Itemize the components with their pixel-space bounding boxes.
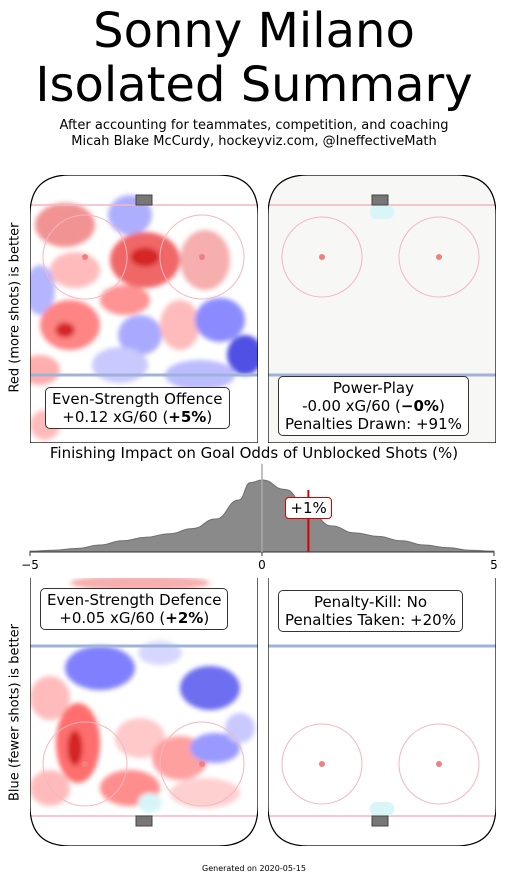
ev-defence-label: Even-Strength Defence +0.05 xG/60 (+2%) — [40, 588, 229, 630]
finishing-chart: −5 0 5 — [21, 464, 498, 572]
subtitle-line1: After accounting for teammates, competit… — [59, 118, 449, 133]
power-play-panel: Power-Play -0.00 xG/60 (−0%) Penalties D… — [267, 174, 497, 444]
ev-offence-label: Even-Strength Offence +0.12 xG/60 (+5%) — [45, 387, 230, 429]
ev-defence-panel: Even-Strength Defence +0.05 xG/60 (+2%) — [29, 578, 259, 847]
x-tick-label: 0 — [258, 558, 266, 572]
page-title-line2: Isolated Summary — [35, 57, 473, 113]
x-tick-label: −5 — [21, 558, 39, 572]
ev-offence-heatmap — [29, 174, 259, 444]
ev-offence-line1: Even-Strength Offence — [52, 390, 223, 408]
power-play-label: Power-Play -0.00 xG/60 (−0%) Penalties D… — [278, 376, 469, 436]
ev-defence-line1: Even-Strength Defence — [47, 591, 222, 609]
power-play-line1: Power-Play — [332, 379, 414, 397]
y-axis-label-bottom: Blue (fewer shots) is better — [7, 624, 23, 801]
ev-defence-line2: +0.05 xG/60 (+2%) — [59, 609, 210, 627]
penalty-kill-panel: Penalty-Kill: No Penalties Taken: +20% — [267, 578, 497, 847]
ev-offence-panel: Even-Strength Offence +0.12 xG/60 (+5%) — [29, 174, 259, 444]
page-title-line1: Sonny Milano — [93, 3, 415, 59]
power-play-line3: Penalties Drawn: +91% — [285, 415, 462, 433]
finishing-marker-label: +1% — [285, 497, 332, 519]
x-tick-label: 5 — [490, 558, 498, 572]
penalty-kill-label: Penalty-Kill: No Penalties Taken: +20% — [278, 590, 463, 632]
ev-offence-line2: +0.12 xG/60 (+5%) — [62, 408, 213, 426]
footer-generated: Generated on 2020-05-15 — [202, 864, 306, 873]
penalty-kill-line1: Penalty-Kill: No — [313, 593, 428, 611]
subtitle-line2: Micah Blake McCurdy, hockeyviz.com, @Ine… — [71, 134, 437, 149]
penalty-kill-line2: Penalties Taken: +20% — [285, 611, 456, 629]
y-axis-label-top: Red (more shots) is better — [7, 222, 23, 393]
finishing-title: Finishing Impact on Goal Odds of Unblock… — [49, 444, 459, 462]
power-play-line2: -0.00 xG/60 (−0%) — [302, 397, 445, 415]
